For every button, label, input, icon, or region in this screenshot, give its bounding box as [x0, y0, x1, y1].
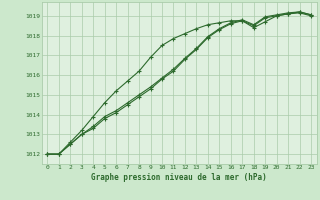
X-axis label: Graphe pression niveau de la mer (hPa): Graphe pression niveau de la mer (hPa)	[91, 173, 267, 182]
